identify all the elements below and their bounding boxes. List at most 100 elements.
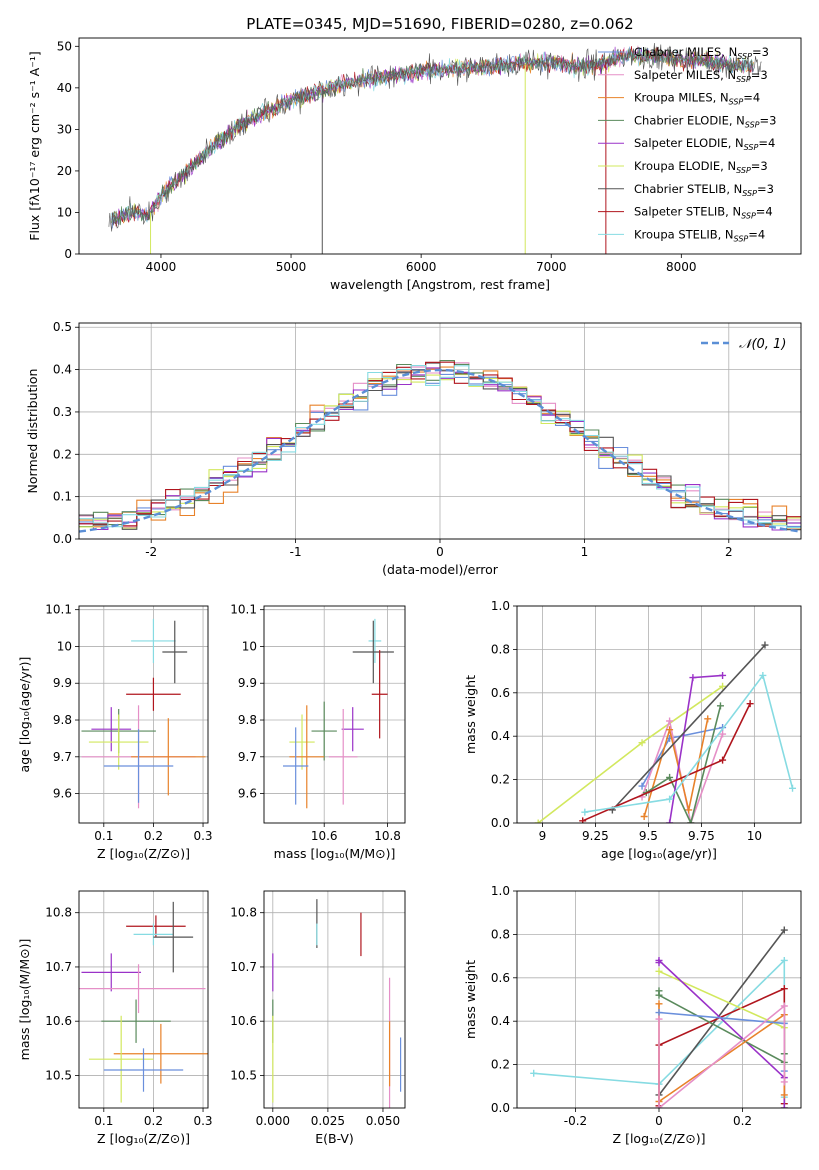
legend-label: Salpeter ELODIE, NSSP=4 [634,136,775,152]
point-marker [716,702,724,710]
y-tick-label: 10 [57,205,72,219]
x-tick-label: 8000 [666,260,697,274]
x-tick-label: 0 [655,1114,663,1128]
x-tick-label: 0.3 [193,829,212,843]
y-tick-label: 20 [57,164,72,178]
legend-label: Salpeter MILES, NSSP=3 [634,68,768,84]
x-axis-label: age [log₁₀(age/yr)] [601,846,717,861]
y-tick-label: 10.7 [230,960,257,974]
point-marker [685,806,693,814]
y-tick-label: 0.2 [491,773,510,787]
x-tick-label: 0.2 [733,1114,752,1128]
y-tick-label: 10.6 [230,1014,257,1028]
x-tick-label: 6000 [406,260,437,274]
x-tick-label: 0.2 [144,829,163,843]
series-kroupa_miles [643,718,709,817]
x-tick-label: 9.75 [688,829,715,843]
legend-label: Chabrier MILES, NSSP=3 [634,45,769,61]
y-tick-label: 0.6 [491,686,510,700]
spectrum-lines [108,42,762,254]
point-marker [780,1091,788,1099]
histogram-steps [79,360,801,533]
point-marker [666,819,674,823]
mass_vs_z-axes: 0.1 0.2 0.3 10.5 10.6 10.7 10.8 Z [log₁₀(Z/Z⊙)]… [17,891,213,1146]
point-marker [579,817,587,823]
y-tick-label: 10 [57,639,72,653]
y-tick-label: 9.7 [238,750,257,764]
series-kroupa_elodie [537,685,724,823]
y-tick-label: 0.4 [53,363,72,377]
point-marker [780,956,788,964]
chart-layer: 4000 5000 6000 7000 800001020304050wavelengt… [17,37,802,1146]
legend-label: Kroupa ELODIE, NSSP=3 [634,159,768,175]
legend-label: Kroupa STELIB, NSSP=4 [634,227,765,243]
spectrum-chabrier_stelib [108,42,762,232]
x-axis-label: E(B-V) [315,1131,354,1146]
y-tick-label: 0.8 [491,642,510,656]
series-kroupa_elodie [658,970,786,1108]
y-tick-label: 0.0 [53,532,72,546]
mass_weight_vs_z-frame [516,890,802,1109]
x-tick-label: 10.8 [374,829,401,843]
y-tick-label: 10.7 [45,960,72,974]
x-axis-label: (data-model)/error [382,562,499,577]
legend-label: Chabrier ELODIE, NSSP=3 [634,113,776,129]
point-marker [655,956,663,964]
point-marker [761,641,769,649]
y-tick-label: 10.8 [230,906,257,920]
series-chabrier_elodie [645,705,722,823]
point-marker [666,795,674,803]
y-tick-label: 9.9 [53,676,72,690]
y-tick-label: 0.0 [491,1101,510,1115]
y-tick-label: 0.5 [53,320,72,334]
series-salpeter_elodie [658,958,786,1108]
point-marker [780,1078,788,1086]
point-marker [655,1015,663,1023]
x-tick-label: 0.1 [94,829,113,843]
y-axis-label: mass weight [463,960,478,1039]
y-tick-label: 0.8 [491,927,510,941]
legend-label: Chabrier STELIB, NSSP=3 [634,182,774,198]
age_vs_z-axes: 0.1 0.2 0.3 9.6 9.7 9.8 9.9 10 10.1 Z [log₁₀(Z/Z⊙… [17,603,213,861]
point-marker [638,739,646,747]
x-tick-label: 0.000 [256,1114,290,1128]
y-tick-label: 1.0 [491,884,510,898]
series-chabrier_stelib [658,929,785,1096]
point-marker [780,1104,788,1108]
point-marker [719,682,727,690]
x-tick-label: 0.050 [366,1114,400,1128]
y-tick-label: 9.8 [238,713,257,727]
x-tick-label: 5000 [276,260,307,274]
age_vs_z-frame [78,605,209,824]
y-tick-label: 10.5 [230,1068,257,1082]
series-chabrier_elodie [658,990,786,1064]
y-axis-label: mass weight [463,675,478,754]
x-tick-label: 10.6 [311,829,338,843]
y-tick-label: 30 [57,122,72,136]
point-marker [704,715,712,723]
point-marker [759,671,767,679]
y-tick-label: 1.0 [491,599,510,613]
x-tick-label: -0.2 [564,1114,587,1128]
y-tick-label: 9.6 [238,787,257,801]
x-axis-label: mass [log₁₀(M/M⊙)] [274,846,396,861]
y-tick-label: 0.2 [491,1058,510,1072]
gaussian-curve [79,368,801,533]
point-marker [655,967,663,975]
x-tick-label: 0.3 [193,1114,212,1128]
point-marker [666,773,674,781]
spectrum-legend: Chabrier MILES, NSSP=3 Salpeter MILES, NS… [598,45,776,243]
age_vs_mass-frame [263,605,406,824]
y-tick-label: 10.6 [45,1014,72,1028]
legend-label: Salpeter STELIB, NSSP=4 [634,205,773,221]
x-tick-label: 1 [581,545,589,559]
point-marker [666,726,674,734]
y-tick-label: 10 [242,639,257,653]
point-marker [666,717,674,725]
y-tick-label: 0.4 [491,729,510,743]
series-kroupa_stelib [584,673,794,813]
x-tick-label: -1 [290,545,302,559]
point-marker [640,812,648,820]
point-marker [687,819,695,823]
